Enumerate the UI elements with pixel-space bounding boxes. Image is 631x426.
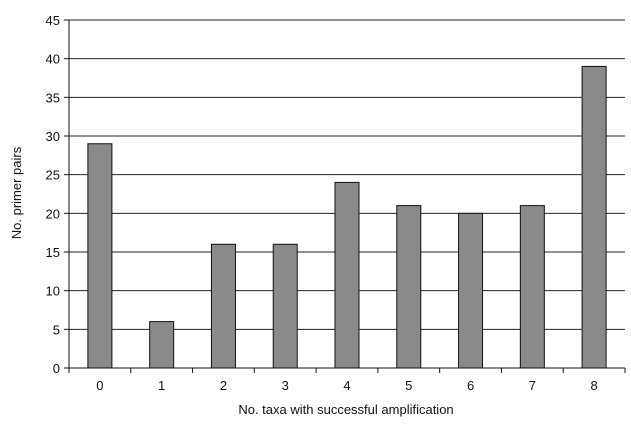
bar-0 — [87, 143, 113, 369]
bar-3 — [272, 243, 298, 369]
y-tick-label: 30 — [46, 129, 60, 144]
y-tick-label: 15 — [46, 245, 60, 260]
y-tick-label: 0 — [53, 361, 60, 376]
y-tick-labels: 0 5 10 15 20 25 30 35 40 45 — [46, 13, 60, 376]
x-tick-label: 8 — [590, 378, 597, 393]
x-tick-label: 4 — [343, 378, 350, 393]
bar-5 — [396, 205, 422, 369]
y-tick-label: 20 — [46, 206, 60, 221]
y-tick-label: 35 — [46, 90, 60, 105]
y-tick-label: 10 — [46, 284, 60, 299]
x-axis-label: No. taxa with successful amplification — [238, 402, 453, 417]
x-tick-label: 5 — [405, 378, 412, 393]
bar-4 — [334, 181, 360, 369]
bar-2 — [210, 243, 236, 369]
gridlines — [69, 19, 625, 330]
bar-6 — [458, 212, 484, 369]
x-tick-label: 2 — [220, 378, 227, 393]
y-tick-label: 25 — [46, 168, 60, 183]
x-tick-label: 1 — [158, 378, 165, 393]
bar-1 — [149, 321, 175, 369]
y-tick-label: 40 — [46, 52, 60, 67]
bars — [87, 65, 607, 369]
y-tick-label: 45 — [46, 13, 60, 28]
x-tick-label: 6 — [467, 378, 474, 393]
x-tick-label: 7 — [529, 378, 536, 393]
bar-8 — [581, 65, 607, 369]
x-tick-label: 0 — [96, 378, 103, 393]
y-tick-label: 5 — [53, 322, 60, 337]
y-axis-label: No. primer pairs — [9, 146, 24, 239]
x-tick-labels: 0 1 2 3 4 5 6 7 8 — [96, 378, 597, 393]
axes — [64, 19, 626, 373]
x-tick-label: 3 — [282, 378, 289, 393]
bar-7 — [519, 205, 545, 369]
